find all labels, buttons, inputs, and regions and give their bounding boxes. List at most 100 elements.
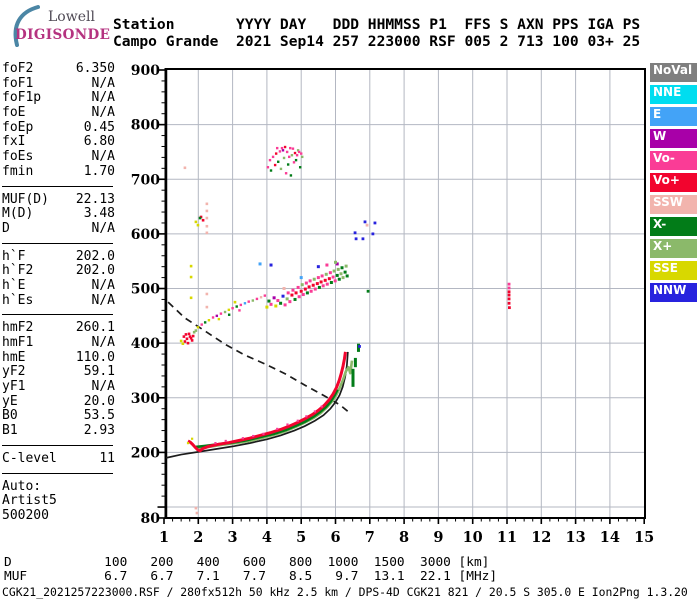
x-axis-ticks	[163, 518, 646, 524]
low-freq-red-patch	[179, 329, 198, 345]
param-row: h`F 202.0	[2, 248, 115, 265]
svg-text:800: 800	[131, 118, 160, 134]
legend-item-w: W	[650, 129, 697, 148]
grid-lines	[165, 69, 645, 518]
file-info-footer: CGK21_2021257223000.RSF / 280fx512h 50 k…	[2, 585, 688, 599]
svg-text:7: 7	[365, 529, 375, 546]
param-value: 3.48	[83, 206, 115, 222]
param-row: foF1 N/A	[2, 75, 115, 92]
param-label: hmE	[2, 349, 26, 365]
param-row: MUF(D) 22.13	[2, 191, 115, 208]
param-value: N/A	[91, 379, 115, 395]
svg-text:12: 12	[531, 529, 551, 546]
logo-digisonde-text: DIGISONDE	[15, 27, 111, 43]
param-value: 202.0	[75, 248, 115, 264]
param-value: N/A	[91, 292, 115, 308]
svg-text:4: 4	[262, 529, 272, 546]
legend-item-sse: SSE	[650, 261, 697, 280]
muf-transmission-curve	[167, 301, 351, 414]
param-row: D N/A	[2, 220, 115, 237]
param-row: C-level 11	[2, 450, 115, 467]
param-label: M(D)	[2, 206, 34, 222]
param-value: N/A	[91, 335, 115, 350]
param-row: h`F2 202.0	[2, 264, 115, 279]
param-row: hmF2 260.1	[2, 321, 115, 336]
param-label: Artist5	[2, 493, 57, 509]
svg-text:15: 15	[634, 529, 654, 546]
param-value: 11	[99, 450, 115, 466]
trace-fringe	[186, 405, 323, 445]
header-row-labels: Station YYYY DAY DDD HHMMSS P1 FFS S AXN…	[113, 16, 641, 33]
multiple-echo-column	[183, 166, 209, 235]
legend-item-e: E	[650, 107, 697, 126]
param-value: 260.1	[75, 320, 115, 336]
legend-item-ssw: SSW	[650, 195, 697, 214]
header-row-values: Campo Grande 2021 Sep14 257 223000 RSF 0…	[113, 32, 641, 50]
svg-text:600: 600	[131, 227, 160, 243]
param-label: C-level	[2, 450, 57, 466]
panel-separator	[2, 439, 115, 452]
sparse-dots	[189, 264, 237, 515]
true-height-profile	[165, 351, 349, 459]
param-value: 1.70	[83, 163, 115, 179]
param-value: 53.5	[83, 408, 115, 424]
param-value: 0.45	[83, 119, 115, 135]
param-label: yF1	[2, 379, 26, 395]
param-row: M(D) 3.48	[2, 206, 115, 222]
svg-text:13: 13	[566, 529, 586, 546]
param-row: yF1 N/A	[2, 379, 115, 395]
param-row: 500200	[2, 508, 115, 524]
param-row: Auto:	[2, 479, 115, 495]
param-row: h`E N/A	[2, 277, 115, 294]
param-row: foF1p N/A	[2, 91, 115, 106]
param-row: hmF1 N/A	[2, 335, 115, 351]
svg-text:500: 500	[131, 282, 160, 298]
param-label: foF2	[2, 61, 34, 76]
svg-text:3: 3	[228, 529, 238, 546]
plot-frame	[164, 68, 646, 519]
param-value: 202.0	[75, 263, 115, 279]
param-row: yE 20.0	[2, 393, 115, 410]
param-value: 110.0	[75, 349, 115, 365]
param-row: foEs N/A	[2, 149, 115, 165]
param-value: N/A	[91, 277, 115, 293]
param-row: hmE 110.0	[2, 349, 115, 366]
svg-text:700: 700	[131, 172, 160, 188]
legend-item-vo-: Vo-	[650, 151, 697, 170]
legend-item-noval: NoVal	[650, 63, 697, 82]
param-label: fmin	[2, 163, 34, 179]
lowell-digisonde-logo: Lowell DIGISONDE	[4, 3, 116, 49]
param-row: foF2 6.350	[2, 61, 115, 77]
svg-text:900: 900	[131, 63, 160, 79]
param-label: D	[2, 220, 10, 236]
param-value: 22.13	[75, 191, 115, 207]
logo-arc-icon	[13, 5, 40, 47]
legend-item-x+: X+	[650, 239, 697, 258]
param-label: foF1p	[2, 90, 42, 106]
param-label: foEs	[2, 149, 34, 165]
param-row: B1 2.93	[2, 423, 115, 439]
param-value: 59.1	[83, 364, 115, 380]
o-mode-trace	[187, 351, 347, 453]
param-row: foE N/A	[2, 105, 115, 121]
param-label: B1	[2, 423, 18, 439]
x-axis-labels: 1 2 3 4 5 6 7 8 9 10 11 12 13 14 15	[159, 529, 654, 546]
svg-text:14: 14	[600, 529, 620, 546]
param-value: N/A	[91, 75, 115, 91]
svg-text:10: 10	[463, 529, 483, 546]
panel-separator	[2, 237, 115, 250]
y-axis-ticks	[157, 69, 165, 519]
doppler-legend: NoVal NNE E W Vo- Vo+ SSW X- X+ SSE NNW	[650, 63, 697, 305]
param-label: yE	[2, 393, 18, 409]
param-value: N/A	[91, 220, 115, 236]
param-value: 6.350	[75, 61, 115, 76]
svg-text:400: 400	[131, 336, 160, 352]
param-row: yF2 59.1	[2, 365, 115, 380]
param-row: foEp 0.45	[2, 119, 115, 136]
param-label: MUF(D)	[2, 191, 49, 207]
param-row: h`Es N/A	[2, 292, 115, 309]
param-label: hmF1	[2, 335, 34, 350]
station-header: Station YYYY DAY DDD HHMMSS P1 FFS S AXN…	[113, 16, 641, 50]
param-row: fxI 6.80	[2, 135, 115, 150]
